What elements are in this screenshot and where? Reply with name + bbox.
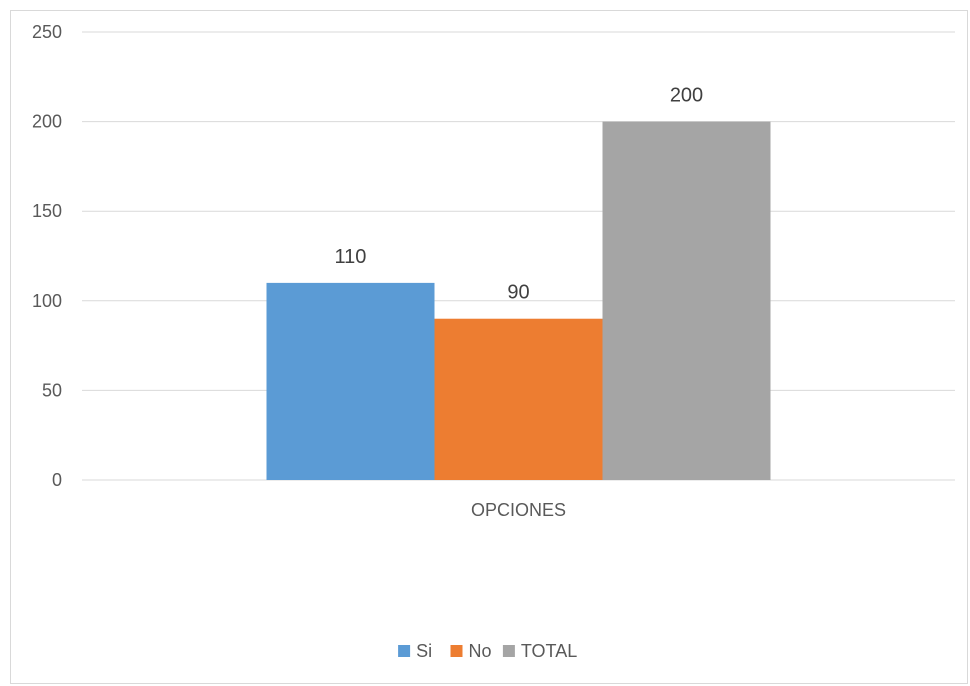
category-label: OPCIONES	[471, 500, 566, 520]
legend: Si No TOTAL	[398, 641, 577, 661]
legend-label-si: Si	[416, 641, 432, 661]
legend-label-no: No	[469, 641, 492, 661]
y-tick-label-150: 150	[32, 201, 62, 221]
y-tick-label-100: 100	[32, 291, 62, 311]
gridlines	[82, 31, 955, 481]
data-label-no: 90	[507, 282, 529, 304]
data-label-si: 110	[335, 246, 367, 268]
legend-swatch-si	[398, 645, 411, 657]
y-axis-tick-labels: 0 50 100 150 200 250	[32, 22, 62, 490]
y-tick-label-250: 250	[32, 22, 62, 42]
bars	[266, 121, 771, 480]
legend-item-no: No	[450, 641, 492, 661]
legend-item-total: TOTAL	[502, 641, 577, 661]
y-tick-label-200: 200	[32, 112, 62, 132]
category-labels: OPCIONES	[471, 500, 566, 520]
legend-label-total: TOTAL	[521, 641, 577, 661]
bar-no	[434, 318, 603, 480]
data-label-total: 200	[670, 85, 703, 107]
data-labels: 110 90 200	[335, 85, 704, 304]
bar-total	[602, 121, 771, 480]
y-tick-label-0: 0	[52, 470, 62, 490]
legend-swatch-total	[502, 645, 515, 657]
legend-item-si: Si	[398, 641, 432, 661]
bar-si	[266, 282, 435, 480]
legend-swatch-no	[450, 645, 463, 657]
y-tick-label-50: 50	[42, 380, 62, 400]
